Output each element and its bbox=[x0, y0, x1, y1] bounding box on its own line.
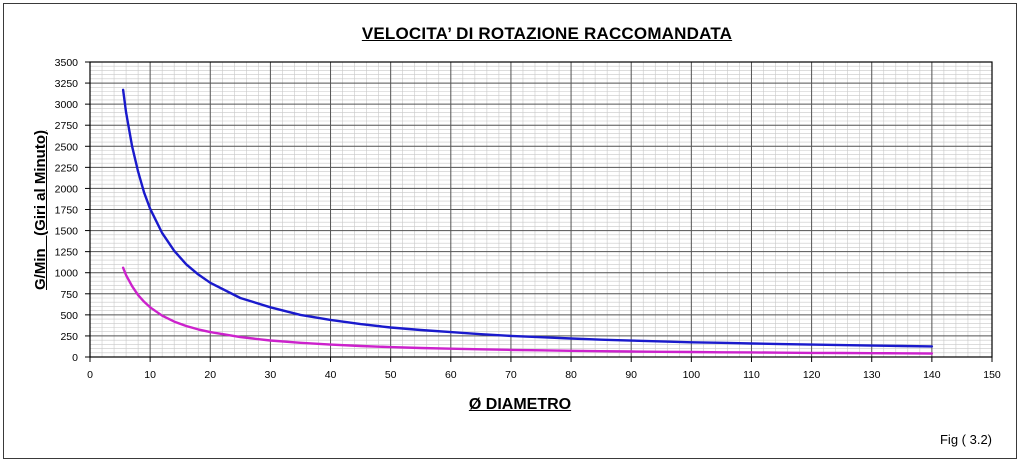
y-tick-labels: 0 250 500 750 1000 1250 1500 1750 2000 2250 2500 27… bbox=[55, 57, 79, 364]
series-line-1 bbox=[121, 88, 934, 348]
x-tick-label: 140 bbox=[923, 369, 941, 381]
y-tick-label: 1250 bbox=[55, 247, 79, 259]
x-tick-label: 60 bbox=[445, 369, 457, 381]
x-tick-labels: 0 10 20 30 40 50 60 70 80 90 100 110 120 130 140 150 bbox=[87, 369, 1001, 381]
y-tick-label: 1750 bbox=[55, 205, 79, 217]
series-lines bbox=[121, 88, 934, 355]
y-tick-label: 2000 bbox=[55, 183, 79, 195]
x-tick-label: 80 bbox=[565, 369, 577, 381]
series-line-2 bbox=[121, 266, 934, 355]
x-tick-label: 150 bbox=[983, 369, 1001, 381]
chart-title: VELOCITA’ DI ROTAZIONE RACCOMANDATA bbox=[361, 24, 733, 43]
y-tick-label: 3250 bbox=[55, 78, 79, 90]
y-tick-label: 2250 bbox=[55, 162, 79, 174]
y-tick-label: 2500 bbox=[55, 141, 79, 153]
y-tick-label: 3000 bbox=[55, 99, 79, 111]
figure-reference: Fig ( 3.2) bbox=[939, 432, 992, 447]
x-tick-label: 130 bbox=[863, 369, 881, 381]
y-tick-label: 3500 bbox=[55, 57, 79, 69]
x-tick-label: 10 bbox=[144, 369, 156, 381]
x-tick-label: 0 bbox=[87, 369, 93, 381]
x-tick-label: 40 bbox=[325, 369, 337, 381]
chart-frame bbox=[3, 3, 1017, 459]
y-tick-label: 250 bbox=[60, 331, 78, 343]
x-tick-label: 70 bbox=[505, 369, 517, 381]
x-axis-label: Ø DIAMETRO bbox=[468, 396, 572, 413]
x-tick-label: 100 bbox=[683, 369, 701, 381]
y-tick-label: 1500 bbox=[55, 226, 79, 238]
y-tick-label: 2750 bbox=[55, 120, 79, 132]
x-tick-label: 20 bbox=[204, 369, 216, 381]
y-tick-label: 1000 bbox=[55, 268, 79, 280]
x-tick-label: 50 bbox=[385, 369, 397, 381]
axes bbox=[85, 61, 993, 362]
x-tick-label: 90 bbox=[625, 369, 637, 381]
y-tick-label: 500 bbox=[60, 310, 78, 322]
x-tick-label: 30 bbox=[265, 369, 277, 381]
x-tick-label: 110 bbox=[743, 369, 760, 381]
y-tick-label: 750 bbox=[60, 289, 78, 301]
x-tick-label: 120 bbox=[803, 369, 821, 381]
y-tick-label: 0 bbox=[72, 352, 78, 364]
